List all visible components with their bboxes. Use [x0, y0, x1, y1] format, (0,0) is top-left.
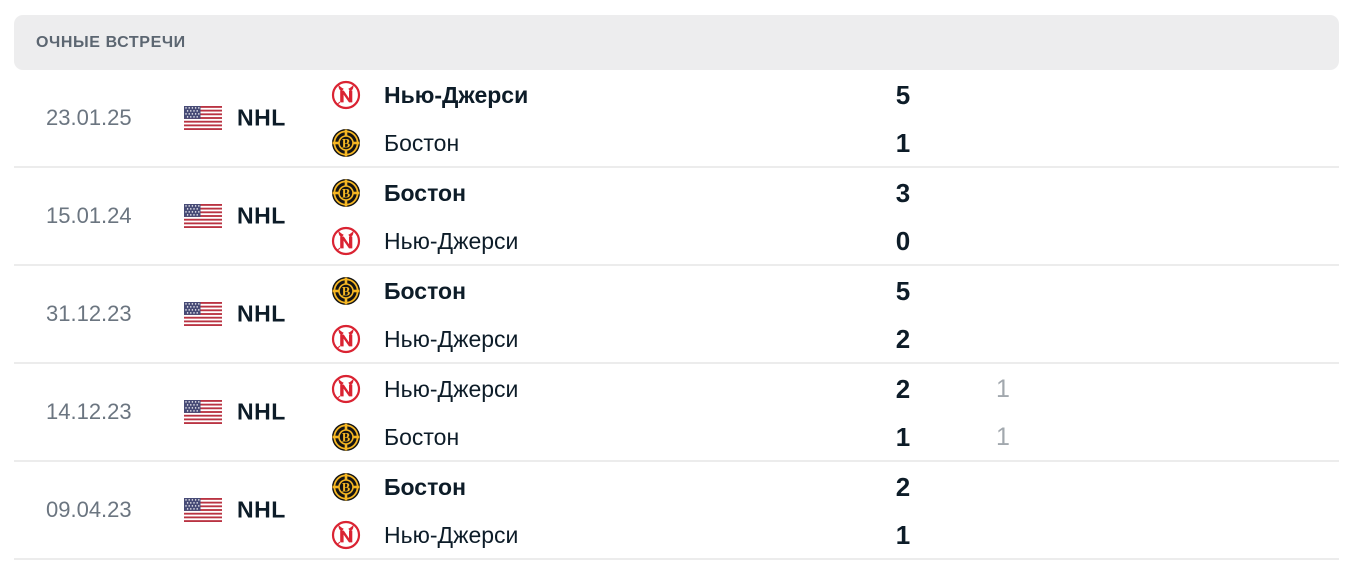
- teams-block: B Бостон 3: [330, 169, 1339, 265]
- team-line: B Бостон 2: [330, 463, 1339, 511]
- boston-bruins-logo-icon: B: [332, 129, 360, 157]
- new-jersey-devils-logo-icon: [331, 520, 361, 550]
- team-score: 5: [895, 79, 911, 110]
- team-name: Бостон: [384, 179, 466, 206]
- team-logo: B: [330, 127, 362, 159]
- usa-flag-icon: [184, 302, 222, 326]
- team-name: Нью-Джерси: [384, 375, 519, 402]
- new-jersey-devils-logo-icon: [331, 324, 361, 354]
- svg-text:B: B: [342, 481, 350, 495]
- team-score: 0: [895, 225, 911, 256]
- team-score: 2: [895, 471, 911, 502]
- teams-block: B Нью-Джерси 5: [330, 71, 1339, 167]
- match-date: 09.04.23: [46, 497, 132, 522]
- match-date: 31.12.23: [46, 301, 132, 326]
- teams-block: B Бостон 2: [330, 463, 1339, 559]
- league-label: NHL: [237, 104, 286, 131]
- team-name: Бостон: [384, 277, 466, 304]
- usa-flag-icon: [184, 498, 222, 522]
- svg-text:B: B: [342, 187, 350, 201]
- match-row[interactable]: 14.12.23 NHL: [14, 364, 1339, 462]
- svg-text:B: B: [342, 285, 350, 299]
- team-logo: B: [330, 275, 362, 307]
- match-date: 14.12.23: [46, 399, 132, 424]
- usa-flag-icon: [184, 400, 222, 424]
- league-label: NHL: [237, 300, 286, 327]
- team-logo: B: [330, 519, 362, 551]
- match-row[interactable]: 23.01.25 NHL: [14, 70, 1339, 168]
- team-name: Нью-Джерси: [384, 81, 529, 108]
- team-line: B Бостон 1: [330, 119, 1339, 167]
- svg-text:B: B: [342, 137, 350, 151]
- team-line: B Бостон 3: [330, 169, 1339, 217]
- team-name: Нью-Джерси: [384, 521, 519, 548]
- match-row[interactable]: 31.12.23 NHL: [14, 266, 1339, 364]
- league-label: NHL: [237, 398, 286, 425]
- team-logo: B: [330, 225, 362, 257]
- team-line: B Нью-Джерси 1: [330, 511, 1339, 559]
- section-header: ОЧНЫЕ ВСТРЕЧИ: [14, 15, 1339, 70]
- boston-bruins-logo-icon: B: [332, 473, 360, 501]
- team-line: B Бостон 1 1: [330, 413, 1339, 461]
- match-row[interactable]: 09.04.23 NHL: [14, 462, 1339, 560]
- teams-block: B Нью-Джерси 2 1: [330, 365, 1339, 461]
- team-overtime-score: 1: [996, 374, 1010, 403]
- new-jersey-devils-logo-icon: [331, 80, 361, 110]
- team-score: 2: [895, 373, 911, 404]
- team-line: B Нью-Джерси 5: [330, 71, 1339, 119]
- match-date: 23.01.25: [46, 105, 132, 130]
- match-date: 15.01.24: [46, 203, 132, 228]
- team-name: Бостон: [384, 129, 460, 156]
- team-score: 1: [895, 519, 911, 550]
- team-line: B Нью-Джерси 2: [330, 315, 1339, 363]
- match-row[interactable]: 15.01.24 NHL: [14, 168, 1339, 266]
- team-score: 2: [895, 323, 911, 354]
- team-name: Бостон: [384, 473, 466, 500]
- team-score: 5: [895, 275, 911, 306]
- match-list: 23.01.25 NHL: [14, 70, 1339, 560]
- team-score: 1: [895, 421, 911, 452]
- section-title: ОЧНЫЕ ВСТРЕЧИ: [36, 33, 186, 51]
- team-name: Нью-Джерси: [384, 325, 519, 352]
- team-line: B Нью-Джерси 2 1: [330, 365, 1339, 413]
- usa-flag-icon: [184, 106, 222, 130]
- team-logo: B: [330, 79, 362, 111]
- team-logo: B: [330, 373, 362, 405]
- new-jersey-devils-logo-icon: [331, 226, 361, 256]
- boston-bruins-logo-icon: B: [332, 423, 360, 451]
- usa-flag-icon: [184, 204, 222, 228]
- team-overtime-score: 1: [996, 422, 1010, 451]
- teams-block: B Бостон 5: [330, 267, 1339, 363]
- boston-bruins-logo-icon: B: [332, 277, 360, 305]
- boston-bruins-logo-icon: B: [332, 179, 360, 207]
- new-jersey-devils-logo-icon: [331, 374, 361, 404]
- team-name: Бостон: [384, 423, 460, 450]
- team-score: 3: [895, 177, 911, 208]
- team-logo: B: [330, 471, 362, 503]
- team-name: Нью-Джерси: [384, 227, 519, 254]
- svg-text:B: B: [342, 431, 350, 445]
- team-line: B Нью-Джерси 0: [330, 217, 1339, 265]
- team-logo: B: [330, 177, 362, 209]
- team-line: B Бостон 5: [330, 267, 1339, 315]
- team-logo: B: [330, 323, 362, 355]
- league-label: NHL: [237, 496, 286, 523]
- head-to-head-panel: ОЧНЫЕ ВСТРЕЧИ 23.01.25 NHL: [14, 15, 1339, 560]
- team-logo: B: [330, 421, 362, 453]
- team-score: 1: [895, 127, 911, 158]
- league-label: NHL: [237, 202, 286, 229]
